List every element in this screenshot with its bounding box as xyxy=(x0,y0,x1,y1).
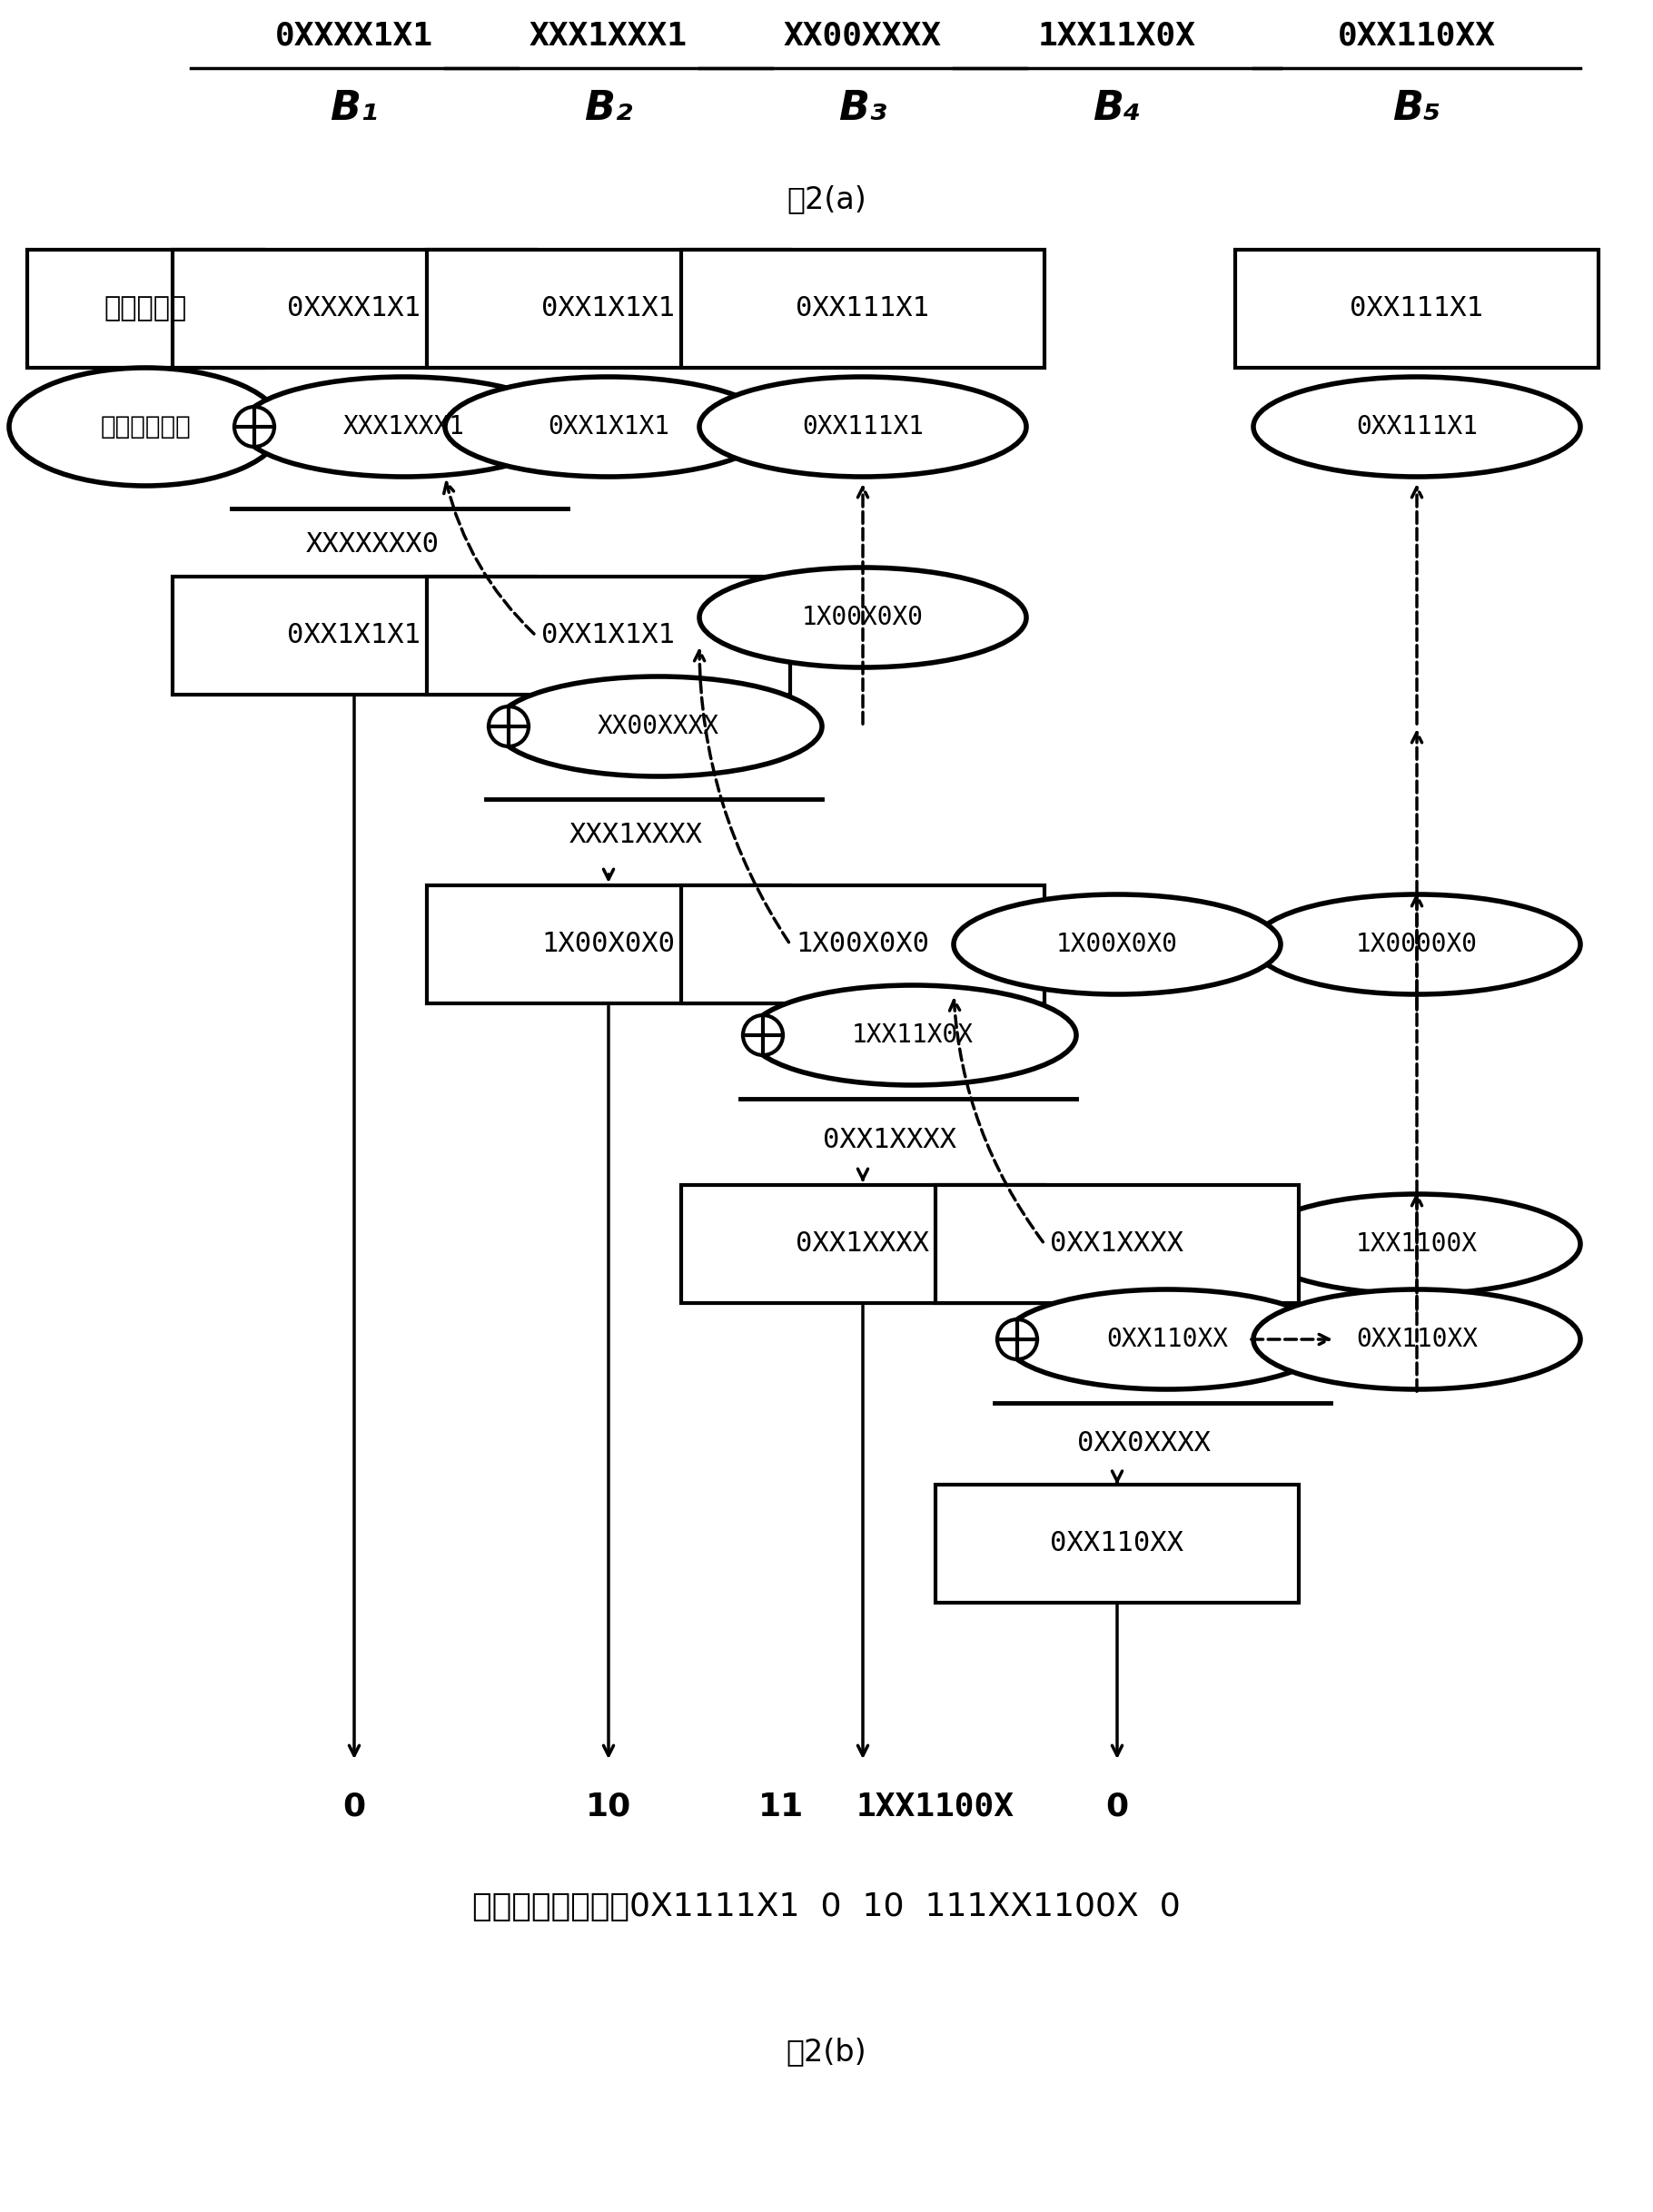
Ellipse shape xyxy=(1253,1194,1580,1294)
Text: 0XX110XX: 0XX110XX xyxy=(1355,1327,1478,1352)
FancyBboxPatch shape xyxy=(172,577,536,695)
Circle shape xyxy=(235,407,274,447)
Text: 0XX110XX: 0XX110XX xyxy=(1106,1327,1228,1352)
Circle shape xyxy=(997,1318,1036,1360)
Text: 1X00X0X0: 1X00X0X0 xyxy=(797,931,929,958)
FancyBboxPatch shape xyxy=(26,250,263,367)
Text: 0XXXX1X1: 0XXXX1X1 xyxy=(288,296,422,323)
Text: B₃: B₃ xyxy=(838,88,888,128)
Text: 1XX1100X: 1XX1100X xyxy=(856,1792,1015,1823)
FancyBboxPatch shape xyxy=(681,250,1045,367)
Text: 0XXXX1X1: 0XXXX1X1 xyxy=(274,20,433,51)
Text: 图2(a): 图2(a) xyxy=(787,186,866,215)
Circle shape xyxy=(489,706,529,745)
Text: 编码后的数据为：0X1111X1  0  10  111XX1100X  0: 编码后的数据为：0X1111X1 0 10 111XX1100X 0 xyxy=(473,1891,1180,1922)
Ellipse shape xyxy=(445,376,772,478)
Text: 0XX1XXXX: 0XX1XXXX xyxy=(1050,1230,1184,1256)
Ellipse shape xyxy=(241,376,567,478)
Text: 11: 11 xyxy=(759,1792,803,1823)
Text: 0XX1X1X1: 0XX1X1X1 xyxy=(547,414,669,440)
Ellipse shape xyxy=(1253,894,1580,995)
Text: 0XX111X1: 0XX111X1 xyxy=(802,414,924,440)
Text: XX00XXXX: XX00XXXX xyxy=(598,714,719,739)
Text: 0: 0 xyxy=(1106,1792,1129,1823)
Ellipse shape xyxy=(699,376,1027,478)
Text: 0: 0 xyxy=(342,1792,365,1823)
Ellipse shape xyxy=(8,367,281,487)
Ellipse shape xyxy=(749,984,1076,1086)
Text: B₁: B₁ xyxy=(331,88,379,128)
FancyBboxPatch shape xyxy=(936,1484,1299,1604)
Ellipse shape xyxy=(1253,1290,1580,1389)
Text: 1X00X0X0: 1X00X0X0 xyxy=(1056,931,1179,958)
Text: 0XX110XX: 0XX110XX xyxy=(1050,1531,1184,1557)
Ellipse shape xyxy=(1253,376,1580,478)
Text: 0XX0XXXX: 0XX0XXXX xyxy=(1078,1431,1212,1458)
Text: 10: 10 xyxy=(585,1792,631,1823)
Ellipse shape xyxy=(1003,1290,1331,1389)
Text: 0XX111X1: 0XX111X1 xyxy=(1355,414,1478,440)
Ellipse shape xyxy=(954,894,1281,995)
Text: 1XX11X0X: 1XX11X0X xyxy=(851,1022,974,1048)
Text: 1XX11X0X: 1XX11X0X xyxy=(1038,20,1197,51)
Text: 0XX110XX: 0XX110XX xyxy=(1337,20,1496,51)
FancyBboxPatch shape xyxy=(936,1186,1299,1303)
Text: 0XX1X1X1: 0XX1X1X1 xyxy=(288,622,422,648)
Text: XXX1XXX1: XXX1XXX1 xyxy=(344,414,464,440)
Text: XX00XXXX: XX00XXXX xyxy=(784,20,942,51)
FancyBboxPatch shape xyxy=(426,577,790,695)
Text: 0XX111X1: 0XX111X1 xyxy=(1351,296,1484,323)
Text: 0XX1X1X1: 0XX1X1X1 xyxy=(542,296,676,323)
FancyBboxPatch shape xyxy=(426,250,790,367)
Ellipse shape xyxy=(494,677,822,776)
Text: B₂: B₂ xyxy=(584,88,633,128)
Text: B₅: B₅ xyxy=(1392,88,1441,128)
Text: 0XX111X1: 0XX111X1 xyxy=(797,296,929,323)
Text: 0XX1XXXX: 0XX1XXXX xyxy=(823,1126,957,1152)
Circle shape xyxy=(742,1015,784,1055)
Text: XXXXXXX0: XXXXXXX0 xyxy=(306,531,440,557)
FancyBboxPatch shape xyxy=(681,1186,1045,1303)
Text: XXX1XXXX: XXX1XXXX xyxy=(569,823,703,849)
Text: B₄: B₄ xyxy=(1093,88,1141,128)
Text: 0XX1X1X1: 0XX1X1X1 xyxy=(542,622,676,648)
FancyBboxPatch shape xyxy=(1235,250,1598,367)
Text: 图2(b): 图2(b) xyxy=(787,2037,866,2068)
Text: 待编码数据块: 待编码数据块 xyxy=(101,414,190,440)
Text: 1X0000X0: 1X0000X0 xyxy=(1355,931,1478,958)
Text: 1XX1100X: 1XX1100X xyxy=(1355,1232,1478,1256)
Text: 1X00X0X0: 1X00X0X0 xyxy=(802,604,924,630)
FancyBboxPatch shape xyxy=(681,885,1045,1004)
Text: 1X00X0X0: 1X00X0X0 xyxy=(542,931,676,958)
Ellipse shape xyxy=(699,568,1027,668)
FancyBboxPatch shape xyxy=(426,885,790,1004)
FancyBboxPatch shape xyxy=(172,250,536,367)
Text: 0XX1XXXX: 0XX1XXXX xyxy=(797,1230,929,1256)
Text: XXX1XXX1: XXX1XXX1 xyxy=(529,20,688,51)
Text: 参考数据块: 参考数据块 xyxy=(104,296,187,323)
